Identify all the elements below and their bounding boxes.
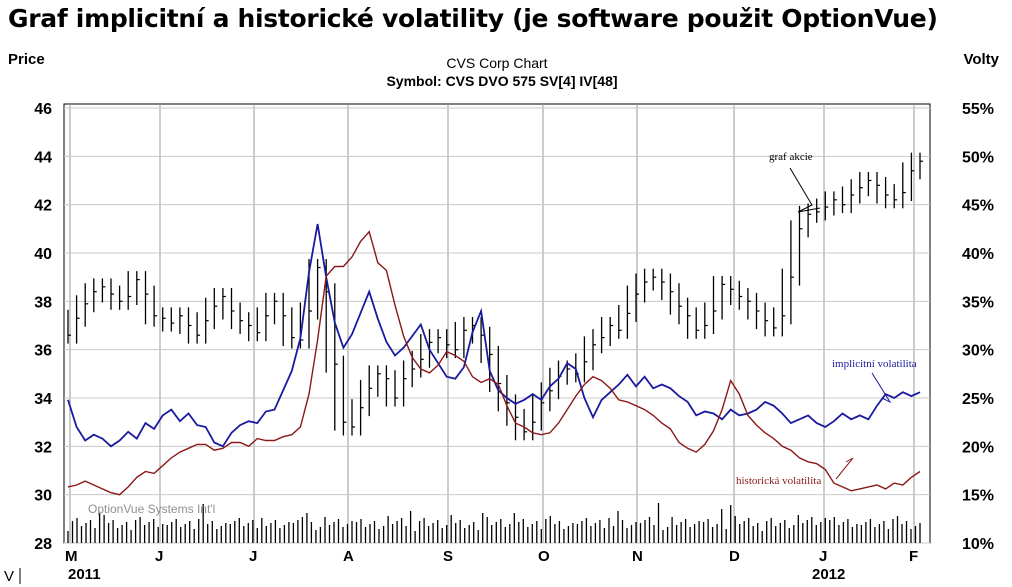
right-axis-label: Volty bbox=[963, 51, 999, 68]
left-tick-label: 38 bbox=[34, 294, 52, 311]
x-tick-label: S bbox=[443, 548, 453, 565]
watermark: OptionVue Systems Int'l bbox=[88, 502, 215, 516]
right-tick-label: 35% bbox=[962, 294, 994, 311]
left-axis-label: Price bbox=[8, 51, 45, 68]
year-label-2012: 2012 bbox=[812, 566, 845, 583]
x-tick-label: J bbox=[249, 548, 257, 565]
price-series bbox=[67, 152, 923, 441]
right-tick-label: 40% bbox=[962, 246, 994, 263]
right-tick-label: 15% bbox=[962, 488, 994, 505]
left-tick-label: 44 bbox=[34, 149, 52, 166]
chart-subtitle: Symbol: CVS DVO 575 SV[4] IV[48] bbox=[386, 73, 617, 89]
historical-vol-line bbox=[67, 230, 921, 496]
x-tick-label: A bbox=[343, 548, 354, 565]
implied-vol-line bbox=[67, 223, 921, 448]
year-label-2011: 2011 bbox=[68, 566, 101, 583]
annotation-implied-vol-arrow bbox=[871, 372, 892, 404]
annotation-historical-vol: historická volatilita bbox=[736, 475, 821, 487]
right-tick-label: 20% bbox=[962, 439, 994, 456]
annotation-price: graf akcie bbox=[769, 151, 813, 163]
x-tick-label: J bbox=[819, 548, 827, 565]
left-tick-label: 32 bbox=[34, 439, 52, 456]
x-tick-label: O bbox=[538, 548, 550, 565]
right-tick-label: 25% bbox=[962, 391, 994, 408]
annotation-implied-vol: implicitní volatilita bbox=[832, 358, 917, 370]
right-tick-label: 30% bbox=[962, 343, 994, 360]
right-tick-label: 10% bbox=[962, 536, 994, 553]
annotation-historical-vol-arrow bbox=[835, 457, 854, 480]
right-tick-label: 55% bbox=[962, 101, 994, 118]
right-tick-label: 45% bbox=[962, 198, 994, 215]
right-axis-ticks: 55% 50% 45% 40% 35% 30% 25% 20% 15% 10% bbox=[962, 101, 994, 553]
left-tick-label: 40 bbox=[34, 246, 52, 263]
left-tick-label: 42 bbox=[34, 198, 52, 215]
left-tick-label: 28 bbox=[34, 536, 52, 553]
left-tick-label: 36 bbox=[34, 343, 52, 360]
x-tick-label: M bbox=[65, 548, 78, 565]
volume-bars bbox=[67, 503, 921, 543]
x-tick-label: F bbox=[909, 548, 918, 565]
corner-mark: V bbox=[4, 568, 14, 585]
slide-title: Graf implicitní a historické volatility … bbox=[8, 4, 938, 33]
annotation-price-arrow bbox=[789, 167, 821, 213]
left-axis-ticks: 46 44 42 40 38 36 34 32 30 28 bbox=[34, 101, 52, 553]
chart-title: CVS Corp Chart bbox=[446, 55, 547, 71]
left-tick-label: 46 bbox=[34, 101, 52, 118]
x-tick-label: D bbox=[729, 548, 740, 565]
x-tick-label: N bbox=[632, 548, 643, 565]
plot-frame bbox=[63, 103, 931, 544]
x-tick-label: J bbox=[155, 548, 163, 565]
left-tick-label: 30 bbox=[34, 488, 52, 505]
left-tick-label: 34 bbox=[34, 391, 52, 408]
right-tick-label: 50% bbox=[962, 149, 994, 166]
